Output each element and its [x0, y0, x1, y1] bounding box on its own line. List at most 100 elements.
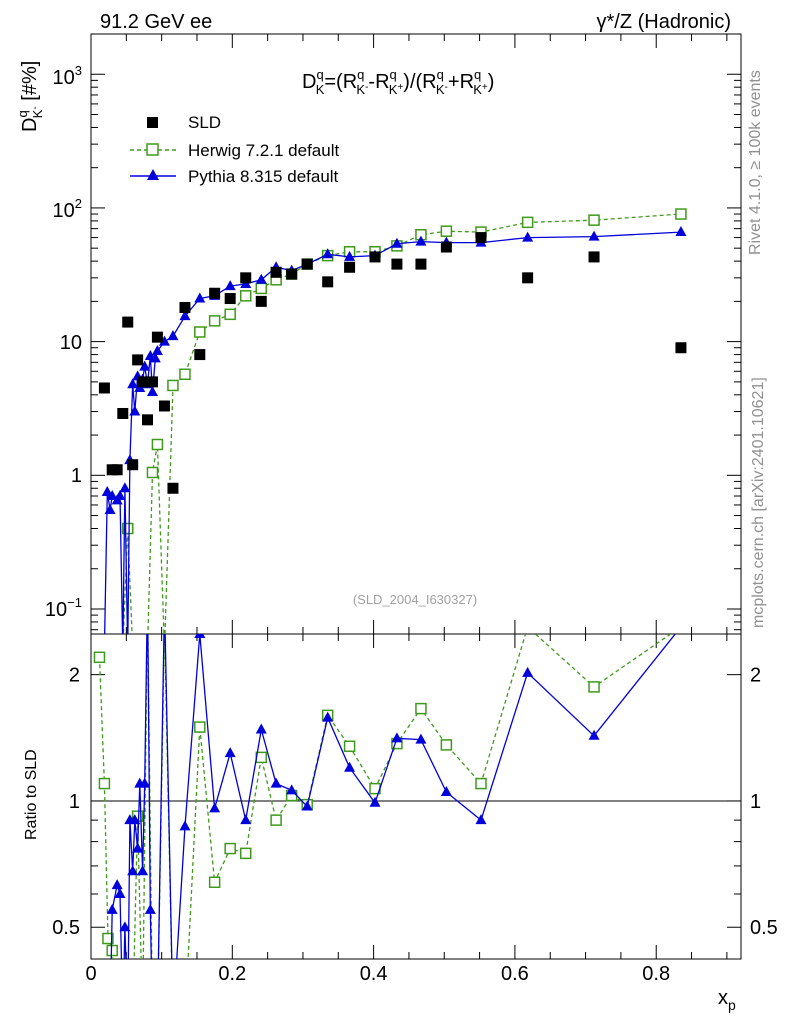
herwig-ratio-point: [138, 1015, 148, 1024]
pythia-point: [104, 504, 116, 515]
sld-point: [255, 295, 267, 307]
sld-point: [127, 459, 139, 471]
main-y-axis-label: DqK- [#%]: [15, 61, 45, 132]
x-tick-label: 0.2: [218, 963, 246, 985]
pythia-point: [588, 230, 600, 241]
pythia-ratio-point: [675, 621, 686, 631]
herwig-point: [118, 644, 128, 654]
herwig-ratio-point: [440, 739, 453, 751]
pythia-ratio-point: [369, 796, 381, 807]
pythia-ratio-point: [391, 732, 403, 743]
herwig-point: [675, 208, 687, 220]
main-title-formula: Dq K=(Rq K--Rq K+)/(Rq K-+Rq K+): [302, 67, 494, 97]
pythia-point: [149, 352, 161, 363]
pythia-ratio-point: [102, 1014, 113, 1024]
herwig-ratio-point: [676, 622, 686, 632]
pythia-ratio-point: [240, 814, 252, 825]
pythia-ratio-point: [111, 879, 123, 890]
pythia-ratio-line: [110, 634, 677, 959]
pythia-ratio-point: [137, 865, 149, 876]
herwig-ratio-point: [152, 1015, 162, 1024]
pythia-point: [129, 405, 141, 416]
ratio-tick-labels: 0.5 0.5 1 1 2 2 0 0.2 0.4 0.6 0.8: [52, 665, 778, 985]
sld-point: [440, 241, 452, 253]
y-tick-0.1: 10−1: [45, 595, 82, 621]
pythia-ratio-point: [179, 820, 191, 831]
ratio-y-tick-label-right: 0.5: [750, 917, 778, 939]
pythia-ratio-point: [224, 747, 236, 758]
sld-point: [132, 354, 144, 366]
herwig-point: [121, 522, 134, 535]
pythia-point: [101, 486, 113, 497]
legend-pythia-marker: [147, 169, 159, 180]
pythia-point: [255, 273, 267, 284]
pythia-ratio-point: [475, 814, 487, 825]
sld-point: [344, 261, 356, 273]
herwig-ratio-point: [415, 702, 427, 715]
herwig-point: [440, 225, 453, 237]
x-tick-label: 0.6: [501, 963, 529, 985]
pythia-ratio-point: [209, 802, 221, 813]
x-tick-label: 0.8: [642, 963, 670, 985]
sld-point: [117, 407, 129, 419]
herwig-ratio-point: [147, 1015, 157, 1024]
pythia-point: [322, 248, 334, 259]
sld-point: [415, 258, 427, 270]
herwig-ratio-point: [106, 944, 118, 957]
pythia-ratio-point: [440, 786, 452, 797]
herwig-ratio-point: [194, 721, 206, 733]
herwig-ratio-point: [239, 847, 252, 860]
herwig-point: [167, 379, 179, 392]
herwig-ratio-point: [270, 814, 282, 826]
pythia-ratio-point: [147, 1014, 158, 1024]
pythia-point: [146, 385, 158, 396]
pythia-ratio-point: [106, 903, 118, 914]
herwig-point: [112, 644, 122, 654]
pythia-point: [127, 378, 139, 389]
ratio-y-tick-label-left: 0.5: [52, 917, 80, 939]
pythia-ratio-point: [152, 1014, 163, 1024]
herwig-ratio-point: [255, 751, 268, 764]
x-axis-label: xp: [718, 987, 736, 1013]
sld-point: [286, 268, 298, 280]
analysis-id-watermark: (SLD_2004_I630327): [353, 592, 477, 607]
sld-point: [137, 376, 149, 388]
herwig-point: [151, 438, 164, 451]
legend-herwig-label: Herwig 7.2.1 default: [188, 141, 339, 160]
herwig-point: [179, 368, 191, 381]
sld-point: [209, 287, 221, 299]
herwig-point: [194, 326, 206, 338]
pythia-point: [167, 330, 179, 341]
pythia-ratio-point: [270, 777, 282, 788]
pythia-point: [391, 237, 403, 248]
main-axis-ticks: [90, 33, 741, 634]
pythia-point: [415, 235, 427, 246]
herwig-point: [224, 308, 236, 321]
herwig-ratio-point: [224, 842, 236, 855]
sld-point: [158, 400, 170, 412]
sld-point: [270, 266, 282, 278]
pythia-ratio-point: [105, 1014, 116, 1024]
sld-point: [151, 331, 163, 343]
herwig-ratio-point: [128, 1015, 138, 1024]
sld-point: [146, 376, 158, 388]
pythia-ratio-point: [322, 711, 334, 722]
herwig-line: [122, 213, 681, 634]
herwig-ratio-point: [98, 777, 111, 790]
pythia-ratio-point: [255, 723, 267, 734]
pythia-point: [522, 231, 534, 242]
pythia-line: [104, 231, 681, 634]
pythia-ratio-point: [522, 666, 534, 677]
rivet-version-label: Rivet 4.1.0, ≥ 100k events: [747, 70, 764, 255]
herwig-ratio-point: [208, 876, 221, 889]
ratio-axis-ticks: [90, 634, 741, 959]
ratio-y-tick-label-right: 2: [750, 665, 761, 687]
pythia-point: [224, 280, 236, 291]
herwig-point: [239, 290, 252, 302]
herwig-ratio-point: [180, 1015, 190, 1024]
sld-point: [122, 316, 134, 328]
herwig-ratio-point: [93, 651, 106, 664]
pythia-point: [122, 643, 133, 653]
pythia-point: [117, 643, 128, 653]
